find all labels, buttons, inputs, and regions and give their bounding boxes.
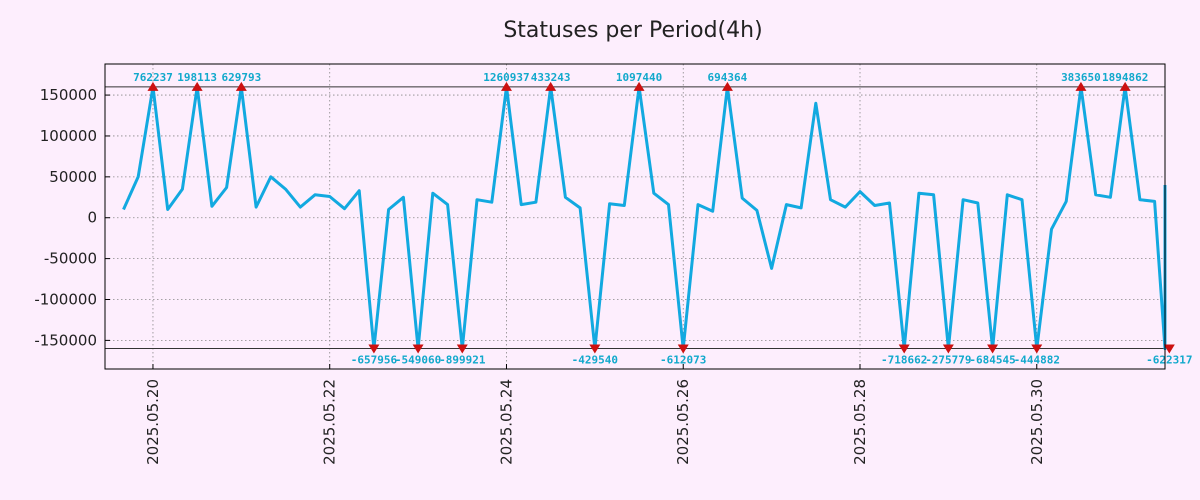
clip-marker-high [1119, 81, 1131, 91]
clip-marker-high [500, 81, 512, 91]
data-label-low: -444882 [1014, 354, 1060, 367]
clip-marker-low [677, 344, 689, 354]
clip-marker-low [1163, 344, 1175, 354]
data-label-high: 1260937 [483, 71, 529, 84]
y-tick-label: 50000 [49, 168, 97, 186]
x-tick-label: 2025.05.28 [851, 379, 869, 465]
data-label-high: 433243 [531, 71, 571, 84]
data-label-low: -429540 [572, 354, 618, 367]
data-label-high: 1894862 [1102, 71, 1148, 84]
data-label-high: 762237 [133, 71, 173, 84]
y-tick-label: -100000 [34, 290, 97, 308]
clip-marker-low [987, 344, 999, 354]
clip-marker-high [545, 81, 557, 91]
data-label-low: -899921 [439, 354, 486, 367]
x-tick-label: 2025.05.26 [674, 379, 692, 465]
chart-title: Statuses per Period(4h) [503, 18, 762, 43]
y-axis: 150000 100000 50000 0 -50000 -100000 -150000 [34, 86, 110, 349]
clip-marker-low [368, 344, 380, 354]
clip-lines [105, 86, 1165, 350]
grid-lines [105, 64, 1165, 369]
y-tick-label: -50000 [44, 250, 97, 268]
data-label-low: -718662 [881, 354, 927, 367]
data-label-high: 629793 [221, 71, 261, 84]
series-line-statuses [122, 85, 1167, 351]
series-group [122, 85, 1167, 351]
clip-marker-low [412, 344, 424, 354]
clip-marker-high [633, 81, 645, 91]
data-label-low: -275779 [925, 354, 971, 367]
data-label-high: 1097440 [616, 71, 662, 84]
data-label-low: -549060 [395, 354, 441, 367]
data-label-low: -684545 [969, 354, 1015, 367]
data-label-group: 762237 198113 629793 1260937 433243 1097440 69… [133, 71, 1192, 367]
marker-group [147, 81, 1175, 354]
plot-frame [104, 63, 1166, 370]
clip-marker-low [1031, 344, 1043, 354]
clip-marker-low [589, 344, 601, 354]
y-tick-label: 100000 [40, 127, 97, 145]
y-tick-label: 0 [87, 209, 97, 227]
data-label-low: -612073 [660, 354, 706, 367]
y-tick-label: -150000 [34, 331, 97, 349]
clip-marker-high [191, 81, 203, 91]
clip-marker-low [942, 344, 954, 354]
clip-marker-low [898, 344, 910, 354]
data-label-low: -657956 [351, 354, 398, 367]
clip-marker-high [721, 81, 733, 91]
x-tick-label: 2025.05.24 [497, 379, 515, 465]
data-label-high: 694364 [708, 71, 748, 84]
x-tick-label: 2025.05.20 [144, 379, 162, 465]
clip-marker-high [1075, 81, 1087, 91]
x-tick-label: 2025.05.22 [321, 379, 339, 465]
data-label-high: 198113 [177, 71, 217, 84]
clip-marker-low [456, 344, 468, 354]
y-tick-label: 150000 [40, 86, 97, 104]
x-tick-label: 2025.05.30 [1028, 379, 1046, 465]
x-axis: 2025.05.20 2025.05.22 2025.05.24 2025.05.26… [144, 364, 1046, 465]
data-label-high: 383650 [1061, 71, 1101, 84]
clip-marker-high [147, 81, 159, 91]
clip-marker-high [235, 81, 247, 91]
data-label-low: -622317 [1146, 354, 1192, 367]
